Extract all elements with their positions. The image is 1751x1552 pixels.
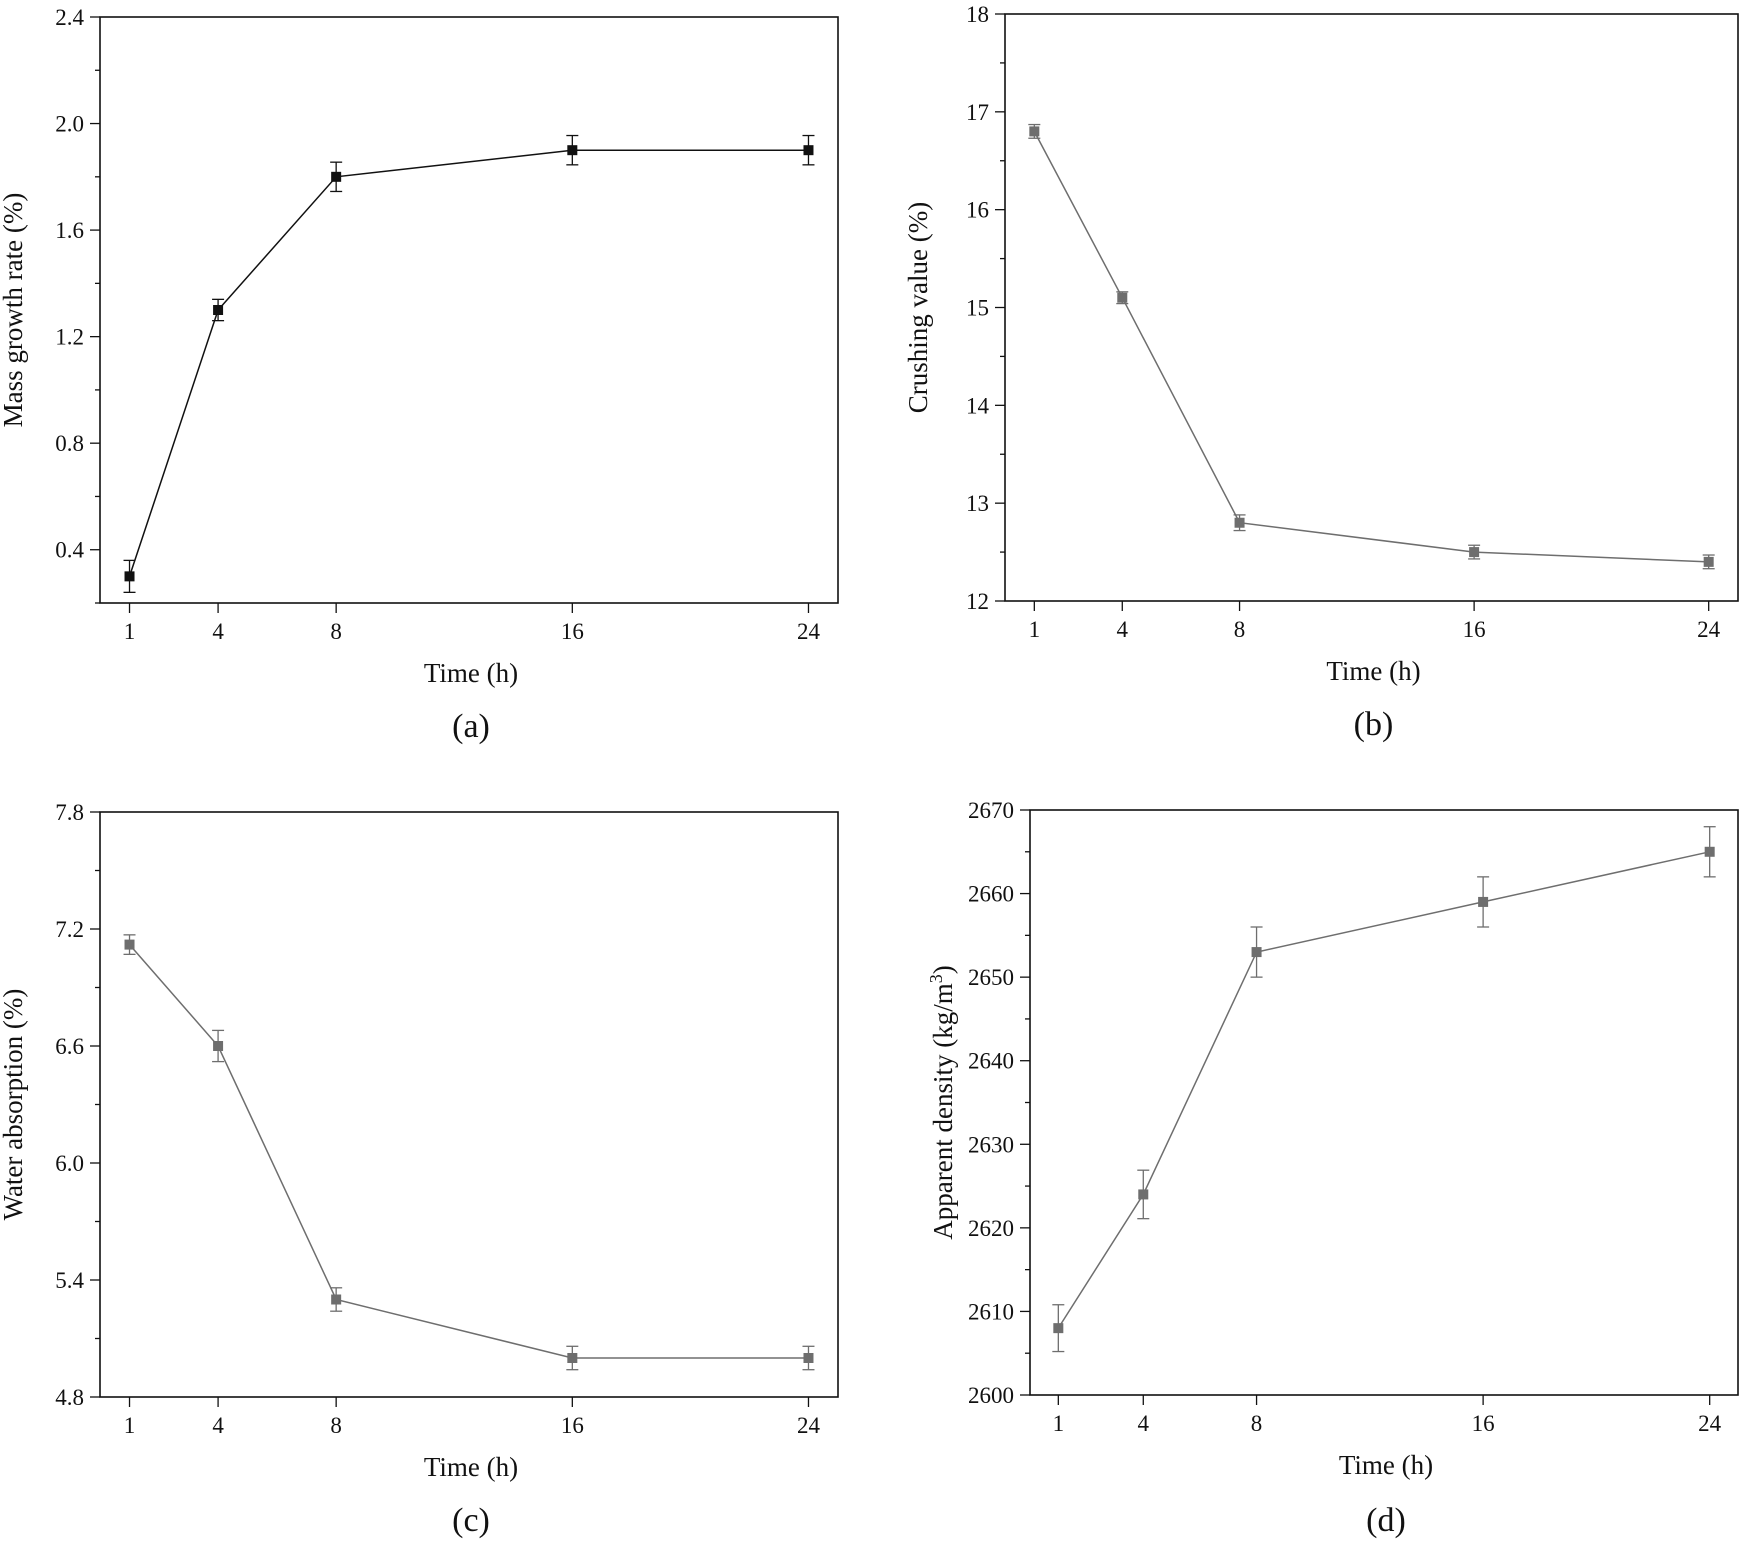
panel-c: 1 4 8 16 24 4.8 5.4 6.0 6.6 7.2 7.8 Time (h) Water a… xyxy=(0,800,839,1539)
panel-d-x-tick-label: 8 xyxy=(1251,1411,1263,1436)
panel-c-y-tick-label: 7.2 xyxy=(55,917,84,942)
panel-d-x-tick-label: 4 xyxy=(1138,1411,1150,1436)
panel-a-y-tick-label: 1.6 xyxy=(55,218,84,243)
panel-a-data-point xyxy=(567,145,578,156)
panel-b-y-tick-label: 16 xyxy=(966,198,989,223)
panel-d-x-tick-label: 24 xyxy=(1698,1411,1722,1436)
panel-b-x-tick-label: 4 xyxy=(1117,617,1129,642)
panel-b-x-tick-label: 1 xyxy=(1029,617,1041,642)
panel-d-plot-frame xyxy=(1029,809,1739,1396)
panel-a-x-axis-title: Time (h) xyxy=(424,658,518,688)
panel-a-x-tick-label: 1 xyxy=(124,619,136,644)
panel-c-x-tick-label: 24 xyxy=(797,1413,821,1438)
panel-a-caption: (a) xyxy=(452,708,490,745)
panel-b-y-tick-label: 18 xyxy=(966,2,989,27)
panel-c-series-line xyxy=(128,944,809,1359)
panel-b-y-tick-label: 14 xyxy=(966,393,990,418)
panel-a: 1 4 8 16 24 0.4 0.8 1.2 1.6 2.0 2.4 Time (h) Mass gr… xyxy=(0,5,839,745)
panel-b-data-point xyxy=(1029,126,1040,137)
panel-b-caption: (b) xyxy=(1354,706,1394,743)
panel-a-y-tick-label: 0.8 xyxy=(55,431,84,456)
panel-c-data-point xyxy=(124,939,135,950)
panel-c-y-tick-label: 5.4 xyxy=(55,1268,84,1293)
panel-a-data-point xyxy=(803,145,814,156)
panel-a-y-tick-label: 0.4 xyxy=(55,538,84,563)
panel-c-plot-frame xyxy=(99,811,839,1398)
panel-c-y-tick-label: 7.8 xyxy=(55,800,84,825)
panel-a-x-tick-label: 8 xyxy=(330,619,342,644)
panel-d-data-point xyxy=(1053,1323,1064,1334)
panel-c-x-axis-title: Time (h) xyxy=(424,1452,518,1482)
panel-d-x-tick-label: 1 xyxy=(1053,1411,1065,1436)
panel-c-data-point xyxy=(213,1041,224,1051)
panel-a-x-tick-label: 24 xyxy=(797,619,821,644)
panel-c-x-tick-label: 8 xyxy=(330,1413,342,1438)
panel-d-data-point xyxy=(1704,846,1715,857)
panel-d-x-axis-title: Time (h) xyxy=(1339,1450,1433,1480)
panel-c-x-tick-label: 1 xyxy=(124,1413,136,1438)
panel-d-caption: (d) xyxy=(1366,1502,1406,1539)
panel-c-x-tick-label: 16 xyxy=(561,1413,584,1438)
panel-a-y-tick-label: 1.2 xyxy=(55,325,84,350)
panel-d-data-point xyxy=(1478,896,1489,907)
panel-d-y-tick-label: 2630 xyxy=(968,1132,1014,1157)
panel-c-data-point xyxy=(331,1294,342,1305)
panel-d-x-tick-label: 16 xyxy=(1472,1411,1495,1436)
panel-d-data-point xyxy=(1251,947,1262,958)
panel-b-data-point xyxy=(1234,517,1245,528)
panel-c-x-tick-label: 4 xyxy=(212,1413,224,1438)
panel-a-series-line xyxy=(128,149,809,577)
panel-c-y-tick-label: 4.8 xyxy=(55,1385,84,1410)
panel-b-data-point xyxy=(1117,292,1128,303)
panel-b-data-point xyxy=(1703,556,1714,567)
panel-d-data-point xyxy=(1138,1189,1149,1200)
panel-a-data-point xyxy=(331,171,342,182)
panel-c-y-tick-label: 6.6 xyxy=(55,1034,84,1059)
panel-a-x-tick-label: 4 xyxy=(212,619,224,644)
panel-b-y-tick-label: 17 xyxy=(966,100,989,125)
panel-a-y-tick-label: 2.4 xyxy=(55,5,84,30)
panel-d-y-tick-label: 2670 xyxy=(968,798,1014,823)
panel-a-data-point xyxy=(213,305,224,315)
panel-c-y-axis-title: Water absorption (%) xyxy=(0,989,28,1221)
panel-c-y-tick-label: 6.0 xyxy=(55,1151,84,1176)
panel-c-caption: (c) xyxy=(452,1502,490,1539)
panel-b-y-axis-title: Crushing value (%) xyxy=(903,202,933,413)
panel-d-y-tick-label: 2640 xyxy=(968,1049,1014,1074)
panel-d-series-line xyxy=(1057,851,1710,1329)
panel-b-data-point xyxy=(1469,547,1480,558)
panel-b-plot-frame xyxy=(1004,13,1739,602)
panel-b-x-tick-label: 24 xyxy=(1697,617,1721,642)
panel-c-data-point xyxy=(567,1353,578,1363)
panel-a-x-tick-label: 16 xyxy=(561,619,584,644)
panel-d-y-tick-label: 2660 xyxy=(968,882,1014,907)
panel-a-y-axis-title: Mass growth rate (%) xyxy=(0,193,28,428)
panel-c-data-point xyxy=(803,1353,814,1363)
panel-a-plot-frame xyxy=(99,16,839,604)
panel-b-series-line xyxy=(1033,131,1709,563)
panel-a-y-tick-label: 2.0 xyxy=(55,112,84,137)
panel-b-x-tick-label: 16 xyxy=(1463,617,1486,642)
panel-d-y-tick-label: 2650 xyxy=(968,965,1014,990)
panel-d-y-tick-label: 2600 xyxy=(968,1383,1014,1408)
panel-b-y-tick-label: 13 xyxy=(966,491,989,516)
panel-d-y-tick-label: 2620 xyxy=(968,1216,1014,1241)
panel-a-data-point xyxy=(124,571,135,582)
panel-d-y-axis-title: Apparent density (kg/m3) xyxy=(926,965,958,1239)
panel-b-y-tick-label: 15 xyxy=(966,296,989,321)
panel-d: 1 4 8 16 24 2600 2610 2620 2630 2640 2650 2660 2670 T… xyxy=(926,798,1739,1539)
panel-b-x-axis-title: Time (h) xyxy=(1326,656,1420,686)
panel-b-x-tick-label: 8 xyxy=(1234,617,1246,642)
panel-d-y-tick-label: 2610 xyxy=(968,1299,1014,1324)
panel-b-y-tick-label: 12 xyxy=(966,589,989,614)
